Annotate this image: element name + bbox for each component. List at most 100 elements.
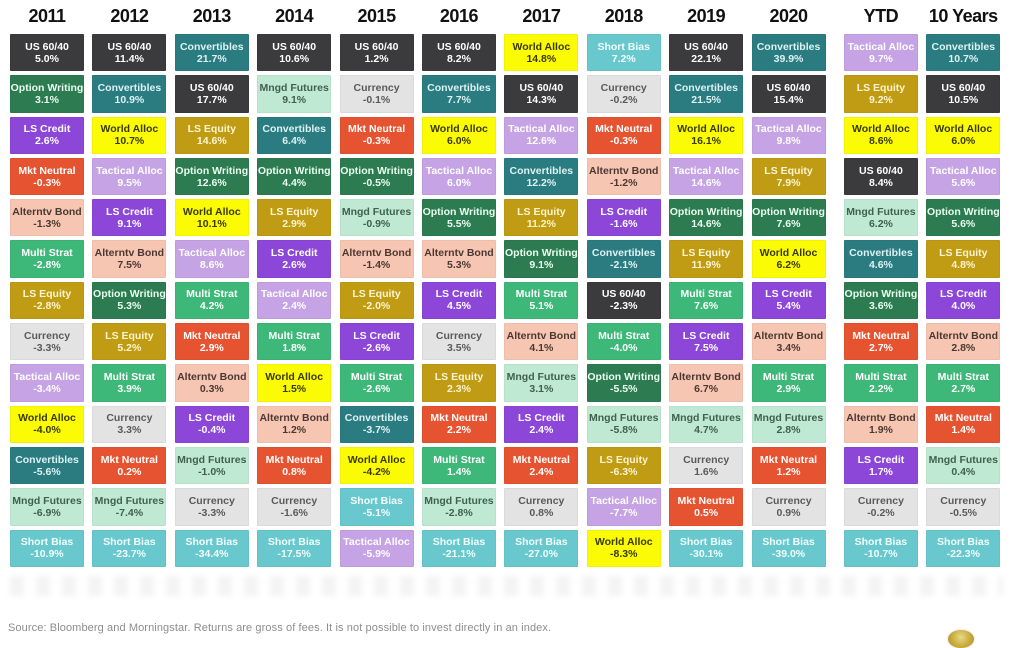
asset-class-label: Short Bias (432, 536, 486, 549)
asset-class-label: Option Writing (340, 164, 413, 177)
return-cell: Mngd Futures -6.9% (10, 488, 84, 526)
return-value: 1.2% (364, 52, 389, 65)
return-cell: Option Writing -0.5% (339, 157, 414, 196)
return-value: 7.5% (117, 259, 142, 272)
asset-class-label: US 60/40 (25, 40, 69, 53)
return-cell: Currency -1.6% (257, 488, 332, 526)
asset-class-label: Option Writing (926, 205, 1000, 218)
return-value: -1.0% (198, 465, 226, 478)
return-cell: Tactical Alloc 8.6% (174, 240, 249, 278)
column-header: 2014 (275, 6, 314, 26)
asset-class-label: US 60/40 (519, 81, 564, 94)
asset-class-label: Multi Strat (937, 371, 989, 384)
asset-class-label: LS Credit (435, 288, 483, 301)
return-value: 10.1% (196, 217, 227, 230)
return-value: -1.6% (610, 217, 638, 230)
asset-class-label: World Alloc (265, 371, 324, 384)
return-value: 9.1% (529, 259, 554, 272)
asset-class-label: Option Writing (587, 371, 661, 384)
return-cell: LS Equity 14.6% (174, 116, 249, 154)
asset-class-label: Mkt Neutral (265, 453, 323, 466)
asset-class-label: Short Bias (350, 494, 403, 507)
return-value: -3.3% (198, 506, 226, 519)
return-cell: US 60/40 -2.3% (586, 281, 661, 320)
asset-class-label: Mngd Futures (94, 494, 165, 507)
return-value: 14.8% (526, 52, 557, 65)
asset-class-label: LS Credit (939, 288, 987, 301)
asset-class-label: US 60/40 (859, 164, 903, 177)
asset-class-label: Short Bias (515, 536, 568, 549)
return-cell: Multi Strat 3.9% (92, 364, 167, 402)
return-value: 1.8% (282, 341, 307, 354)
return-cell: Option Writing 9.1% (504, 240, 579, 278)
return-cell: Alterntv Bond 1.9% (843, 405, 918, 443)
return-cell: LS Credit 5.4% (751, 281, 826, 320)
return-cell: Option Writing 7.6% (751, 199, 826, 237)
return-value: -0.2% (610, 93, 638, 106)
asset-class-label: LS Credit (106, 205, 153, 218)
asset-class-label: Tactical Alloc (590, 494, 657, 507)
asset-class-label: World Alloc (18, 412, 76, 425)
column-header: 2018 (604, 6, 644, 26)
return-value: 6.7% (694, 383, 719, 396)
return-value: 17.7% (196, 93, 227, 106)
return-cell: Tactical Alloc 5.6% (926, 157, 1001, 196)
return-value: -8.3% (610, 548, 638, 561)
period-column-2015: 2015 US 60/40 1.2% Currency -0.1% Mkt Neutral… (339, 6, 414, 571)
asset-class-label: Mkt Neutral (430, 412, 488, 425)
asset-class-label: Convertibles (849, 247, 913, 260)
asset-class-label: Mkt Neutral (18, 164, 76, 177)
return-cell: World Alloc 10.7% (92, 116, 167, 154)
return-value: -2.8% (33, 300, 61, 313)
return-cell: Mkt Neutral 0.2% (92, 446, 167, 485)
asset-class-label: World Alloc (594, 536, 653, 549)
asset-class-label: Mngd Futures (928, 453, 998, 466)
asset-class-label: Multi Strat (433, 453, 485, 466)
asset-class-label: Mngd Futures (12, 494, 82, 507)
return-value: 1.5% (282, 383, 307, 396)
return-value: 6.0% (951, 135, 976, 148)
asset-class-label: Mngd Futures (341, 205, 412, 218)
return-cell: Mngd Futures 0.4% (926, 446, 1001, 485)
return-value: -1.4% (362, 259, 391, 272)
asset-class-label: Multi Strat (598, 329, 650, 342)
return-value: -7.4% (115, 506, 144, 519)
return-value: 2.8% (776, 424, 801, 437)
asset-class-label: Mkt Neutral (100, 453, 158, 466)
return-value: 10.5% (948, 93, 979, 106)
asset-class-label: LS Equity (939, 247, 988, 260)
return-cell: Convertibles 4.6% (843, 240, 918, 278)
return-cell: US 60/40 8.2% (421, 34, 496, 72)
column-header: 2019 (687, 6, 726, 26)
return-value: -3.7% (362, 424, 391, 437)
period-column-2012: 2012 US 60/40 11.4% Convertibles 10.9% World … (92, 6, 167, 571)
return-value: 11.2% (526, 217, 556, 230)
return-cell: US 60/40 11.4% (92, 34, 167, 72)
period-column-2014: 2014 US 60/40 10.6% Mngd Futures 9.1% Convert… (257, 6, 332, 571)
return-value: 10.7% (948, 52, 979, 65)
return-cell: Short Bias -22.3% (926, 529, 1001, 567)
asset-class-label: Convertibles (344, 412, 409, 425)
return-cell: World Alloc 10.1% (174, 199, 249, 237)
asset-class-label: Mngd Futures (506, 371, 577, 384)
return-value: -3.3% (33, 341, 61, 354)
return-value: 9.1% (117, 217, 142, 230)
return-value: -10.9% (30, 548, 64, 561)
return-value: 0.2% (117, 465, 142, 478)
return-cell: Convertibles 21.7% (174, 34, 249, 72)
return-cell: Alterntv Bond 0.3% (174, 364, 249, 402)
asset-class-label: LS Equity (434, 371, 484, 384)
asset-class-label: LS Equity (352, 288, 401, 301)
asset-class-label: World Alloc (512, 40, 571, 53)
asset-class-label: Short Bias (20, 536, 74, 549)
return-cell: Mkt Neutral 1.2% (751, 446, 826, 485)
asset-class-label: LS Credit (353, 329, 400, 342)
return-value: 5.5% (446, 217, 471, 230)
return-cell: Option Writing 5.3% (92, 281, 167, 320)
return-cell: Short Bias -17.5% (257, 529, 332, 567)
asset-class-label: Alterntv Bond (589, 164, 659, 177)
return-cell: Currency -0.1% (339, 75, 414, 113)
return-cell: LS Credit 4.0% (926, 281, 1001, 320)
asset-class-label: Option Writing (175, 164, 249, 177)
